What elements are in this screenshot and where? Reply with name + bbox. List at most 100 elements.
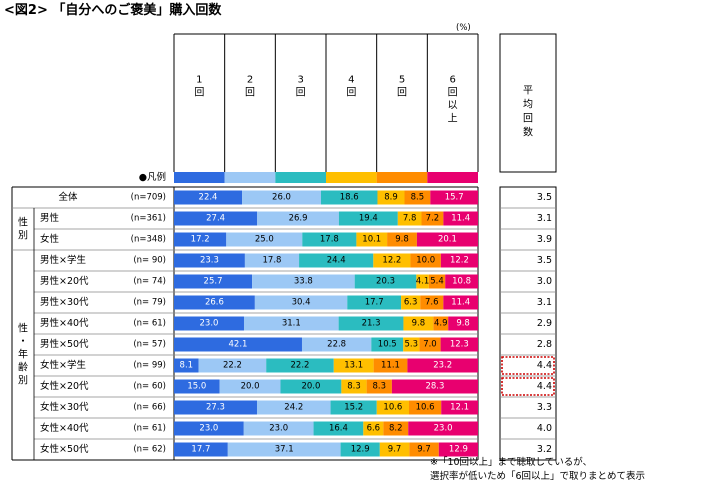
bar-value-label: 4.9 <box>434 319 448 329</box>
row-n: (n= 57) <box>133 340 166 350</box>
bar-segment-2 <box>226 232 303 247</box>
series-header-6-char: 6 <box>449 75 455 86</box>
row-label: 男性×40代 <box>40 317 89 329</box>
bar-value-label: 8.1 <box>180 361 194 371</box>
bar-value-label: 12.2 <box>450 256 469 266</box>
unit-label: (%) <box>456 23 471 33</box>
bar-segment-2 <box>256 400 331 415</box>
bar-value-label: 23.0 <box>269 424 288 434</box>
bar-value-label: 33.8 <box>294 277 313 287</box>
series-header-1-char: 1 <box>196 75 202 86</box>
avg-highlight-box <box>501 377 555 396</box>
avg-value: 2.9 <box>537 318 552 329</box>
avg-value: 3.3 <box>537 402 552 413</box>
series-header-4: 4回 <box>346 75 356 99</box>
bar-segment-3 <box>330 400 377 415</box>
avg-value: 3.5 <box>537 255 552 266</box>
series-header-4-char: 回 <box>346 87 356 99</box>
bar-value-label: 17.8 <box>320 235 339 245</box>
bar-value-label: 37.1 <box>275 445 294 455</box>
avg-value: 4.4 <box>537 360 552 371</box>
bar-segment-1 <box>174 337 302 352</box>
bar-segment-6 <box>445 274 478 289</box>
bar-segment-4 <box>356 232 388 247</box>
bar-segment-3 <box>338 211 398 226</box>
bar-segment-3 <box>347 295 402 310</box>
bar-value-label: 5.4 <box>430 277 444 287</box>
bar-value-label: 6.6 <box>367 424 381 434</box>
bar-value-label: 24.4 <box>327 256 346 266</box>
avg-value: 3.5 <box>537 192 552 203</box>
bar-segment-4 <box>376 400 409 415</box>
row-label: 女性×40代 <box>40 422 89 434</box>
series-header-3: 3回 <box>296 75 306 99</box>
bar-segment-4 <box>416 274 429 289</box>
bar-segment-3 <box>280 379 342 394</box>
bar-segment-1 <box>174 421 244 436</box>
bar-value-label: 9.7 <box>388 445 402 455</box>
bar-value-label: 20.0 <box>301 382 320 392</box>
bar-segment-3 <box>266 358 334 373</box>
bar-segment-5 <box>404 190 431 205</box>
avg-header-char: 回 <box>523 113 533 125</box>
bar-segment-5 <box>428 274 446 289</box>
row-n: (n= 60) <box>133 382 166 392</box>
avg-header-char: 平 <box>523 86 533 97</box>
bar-segment-5 <box>420 295 444 310</box>
row-label: 男性×50代 <box>40 338 89 350</box>
bar-value-label: 10.5 <box>378 340 397 350</box>
bar-segment-3 <box>354 274 417 289</box>
bar-value-label: 12.2 <box>382 256 401 266</box>
avg-value: 4.4 <box>537 381 552 392</box>
bar-segment-2 <box>252 274 355 289</box>
bar-value-label: 22.2 <box>223 361 242 371</box>
group-label-sex-age-char: 齢 <box>18 361 28 374</box>
bar-segment-1 <box>174 316 244 331</box>
bar-value-label: 15.0 <box>187 382 206 392</box>
bar-value-label: 12.9 <box>449 445 468 455</box>
bar-value-label: 23.0 <box>200 319 219 329</box>
bar-value-label: 25.7 <box>204 277 223 287</box>
bar-segment-6 <box>408 421 478 436</box>
bar-value-label: 12.9 <box>351 445 370 455</box>
bar-segment-1 <box>174 211 258 226</box>
group-label-sex-age-char: 別 <box>18 375 28 387</box>
bar-segment-2 <box>198 358 267 373</box>
bar-segment-2 <box>244 253 300 268</box>
bar-value-label: 19.4 <box>359 214 378 224</box>
bar-segment-3 <box>320 190 378 205</box>
row-n: (n=348) <box>131 235 166 245</box>
bar-value-label: 20.3 <box>376 277 395 287</box>
bar-value-label: 17.7 <box>365 298 384 308</box>
legend-swatch-3 <box>275 172 326 183</box>
bar-segment-5 <box>373 358 408 373</box>
bar-segment-5 <box>410 253 441 268</box>
bar-segment-4 <box>397 211 422 226</box>
avg-value: 3.2 <box>537 444 552 455</box>
bar-value-label: 27.4 <box>206 214 225 224</box>
bar-segment-4 <box>363 421 384 436</box>
bar-segment-2 <box>257 211 339 226</box>
avg-table-box <box>499 186 557 461</box>
bar-segment-1 <box>174 379 220 394</box>
avg-header-char: 数 <box>523 126 533 139</box>
bar-value-label: 7.0 <box>423 340 437 350</box>
row-n: (n= 66) <box>133 403 166 413</box>
row-label: 男性×30代 <box>40 296 89 308</box>
bar-segment-6 <box>443 211 478 226</box>
row-label: 全体 <box>58 191 78 203</box>
avg-value: 3.0 <box>537 276 552 287</box>
series-header-5-char: 5 <box>399 75 405 86</box>
row-label: 男性 <box>40 212 60 224</box>
bar-segment-2 <box>301 337 372 352</box>
legend-swatch-6 <box>427 172 478 183</box>
avg-value: 3.1 <box>537 297 552 308</box>
bar-segment-1 <box>174 274 253 289</box>
bar-value-label: 15.2 <box>344 403 363 413</box>
bar-segment-6 <box>430 190 478 205</box>
bar-segment-2 <box>254 295 348 310</box>
bar-value-label: 28.3 <box>425 382 444 392</box>
bar-segment-4 <box>341 379 367 394</box>
